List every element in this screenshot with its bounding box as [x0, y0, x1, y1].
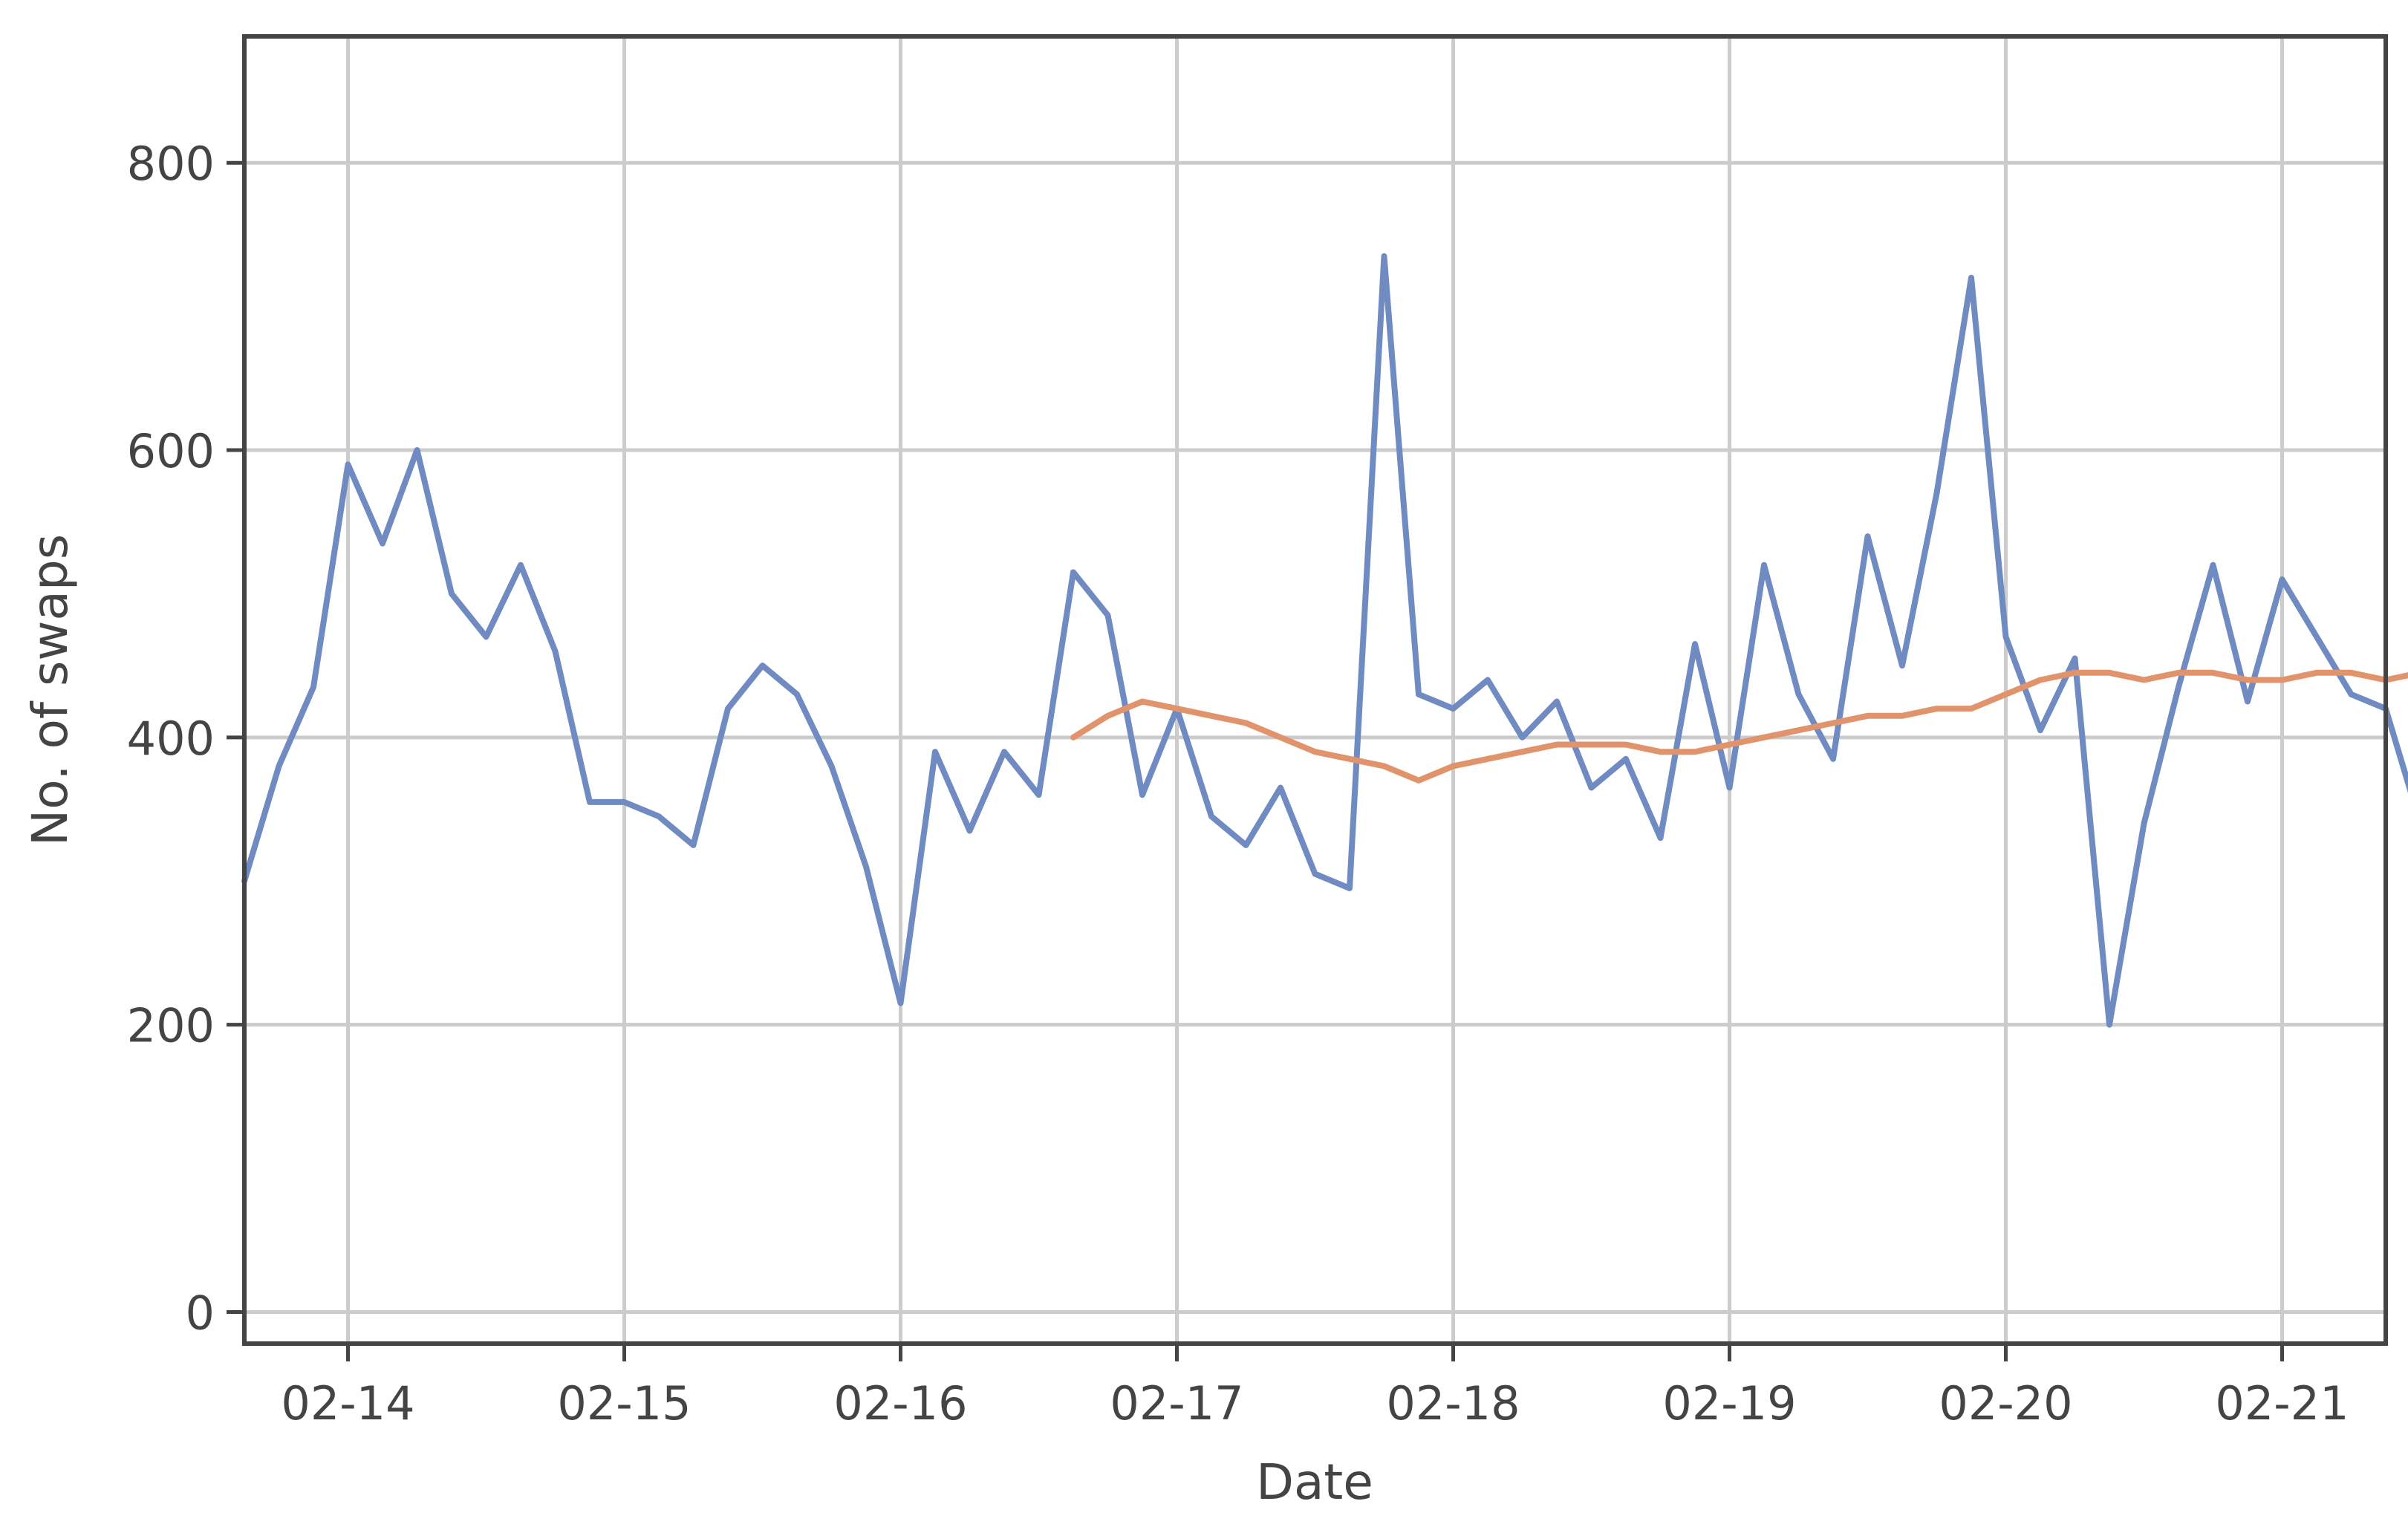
y-axis: 0 200 400 600 800: [127, 137, 244, 1340]
y-tick-label: 0: [186, 1286, 215, 1340]
x-tick-label: 02-21: [2215, 1376, 2349, 1431]
series-line-2: [1070, 669, 2408, 784]
series-line-1: [241, 253, 2408, 1028]
y-tick-label: 600: [127, 424, 215, 478]
series-lines: [241, 253, 2408, 1028]
x-tick-label: 02-15: [557, 1376, 691, 1431]
y-tick-label: 400: [127, 712, 215, 766]
x-axis: 02-14 02-15 02-16 02-17 02-18 02-19 02-20 02-21: [281, 1344, 2349, 1431]
y-tick-label: 200: [127, 999, 215, 1053]
x-tick-label: 02-20: [1939, 1376, 2072, 1431]
x-tick-label: 02-14: [281, 1376, 414, 1431]
x-tick-label: 02-17: [1110, 1376, 1243, 1431]
y-axis-label: No. of swaps: [22, 534, 79, 846]
plot-frame: [242, 34, 2388, 1346]
x-tick-label: 02-16: [833, 1376, 967, 1431]
grid-lines: [244, 36, 2386, 1344]
x-tick-label: 02-19: [1662, 1376, 1796, 1431]
x-tick-label: 02-18: [1386, 1376, 1520, 1431]
x-axis-label: Date: [1256, 1454, 1373, 1511]
y-tick-label: 800: [127, 137, 215, 191]
